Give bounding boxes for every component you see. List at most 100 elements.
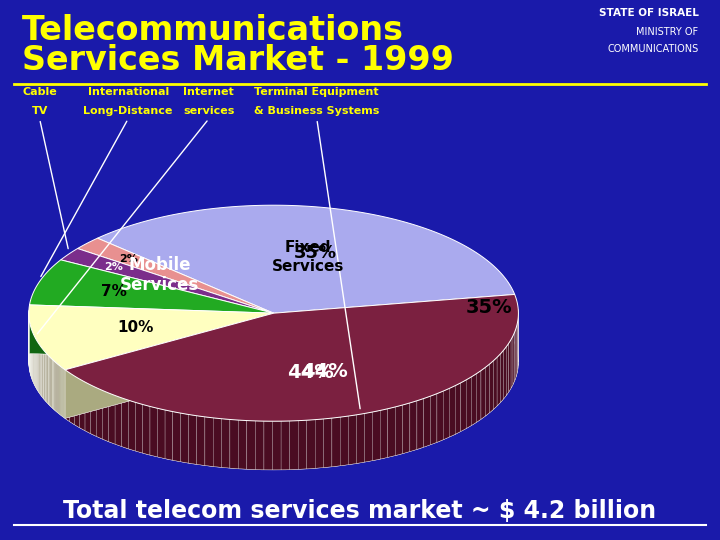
Polygon shape <box>461 380 466 431</box>
Polygon shape <box>173 411 181 462</box>
Polygon shape <box>181 413 189 463</box>
Polygon shape <box>402 403 410 454</box>
Polygon shape <box>315 419 323 468</box>
Text: 2%: 2% <box>104 262 123 272</box>
Polygon shape <box>78 238 274 313</box>
Polygon shape <box>500 350 503 402</box>
Polygon shape <box>511 336 513 388</box>
Polygon shape <box>65 313 274 418</box>
Polygon shape <box>256 421 264 470</box>
Polygon shape <box>517 321 518 373</box>
Polygon shape <box>307 420 315 469</box>
Polygon shape <box>485 364 490 416</box>
Polygon shape <box>272 421 281 470</box>
Text: services: services <box>183 106 235 116</box>
Polygon shape <box>85 382 91 434</box>
Polygon shape <box>30 305 274 362</box>
Polygon shape <box>341 416 348 465</box>
Polygon shape <box>481 367 485 419</box>
Text: 2%: 2% <box>119 254 138 264</box>
Text: 35%: 35% <box>294 244 337 262</box>
Polygon shape <box>493 357 497 409</box>
Polygon shape <box>30 260 274 313</box>
Polygon shape <box>264 421 272 470</box>
Polygon shape <box>75 376 80 428</box>
Polygon shape <box>213 418 222 467</box>
Polygon shape <box>51 359 52 408</box>
Text: Cable: Cable <box>22 87 57 97</box>
Polygon shape <box>516 325 517 377</box>
Polygon shape <box>150 407 158 457</box>
Text: 10%: 10% <box>117 320 154 335</box>
Polygon shape <box>56 363 58 413</box>
Polygon shape <box>30 305 274 362</box>
Polygon shape <box>122 398 129 449</box>
Polygon shape <box>109 393 115 444</box>
Polygon shape <box>64 369 65 419</box>
Polygon shape <box>513 332 515 384</box>
Polygon shape <box>96 388 102 439</box>
Polygon shape <box>55 362 56 411</box>
Polygon shape <box>197 416 205 465</box>
Polygon shape <box>417 399 424 449</box>
Polygon shape <box>135 402 143 453</box>
Polygon shape <box>497 354 500 406</box>
Polygon shape <box>91 385 96 436</box>
Text: Fixed: Fixed <box>284 240 331 255</box>
Polygon shape <box>515 328 516 381</box>
Polygon shape <box>58 364 59 414</box>
Polygon shape <box>380 409 388 459</box>
Text: STATE OF ISRAEL: STATE OF ISRAEL <box>598 8 698 18</box>
Polygon shape <box>52 359 53 409</box>
Polygon shape <box>70 373 75 424</box>
Polygon shape <box>189 415 197 464</box>
Polygon shape <box>205 417 213 467</box>
Polygon shape <box>49 356 50 406</box>
Text: Mobile: Mobile <box>128 256 191 274</box>
Polygon shape <box>247 421 256 469</box>
Polygon shape <box>80 379 85 431</box>
Polygon shape <box>102 390 109 442</box>
Polygon shape <box>490 361 493 413</box>
Polygon shape <box>46 353 47 402</box>
Text: Services: Services <box>120 276 199 294</box>
Polygon shape <box>47 354 48 403</box>
Text: MINISTRY OF: MINISTRY OF <box>636 27 698 37</box>
Text: & Business Systems: & Business Systems <box>254 106 379 116</box>
Text: 35%: 35% <box>466 298 513 318</box>
Polygon shape <box>61 367 62 416</box>
Text: Services Market - 1999: Services Market - 1999 <box>22 44 454 77</box>
Polygon shape <box>388 407 395 457</box>
Ellipse shape <box>29 254 518 470</box>
Polygon shape <box>395 405 402 456</box>
Polygon shape <box>472 374 477 426</box>
Polygon shape <box>298 420 307 469</box>
Polygon shape <box>449 386 455 437</box>
Polygon shape <box>348 415 356 464</box>
Text: Terminal Equipment: Terminal Equipment <box>254 87 379 97</box>
Polygon shape <box>65 313 274 418</box>
Polygon shape <box>332 417 341 467</box>
Polygon shape <box>509 340 511 392</box>
Text: International: International <box>88 87 168 97</box>
Polygon shape <box>129 400 135 451</box>
Polygon shape <box>506 343 509 395</box>
Polygon shape <box>503 347 506 399</box>
Polygon shape <box>455 383 461 434</box>
Text: TV: TV <box>32 106 48 116</box>
Polygon shape <box>50 357 51 407</box>
Polygon shape <box>60 248 274 313</box>
Polygon shape <box>53 360 54 409</box>
Polygon shape <box>48 355 49 404</box>
Polygon shape <box>60 366 61 415</box>
Polygon shape <box>158 408 165 458</box>
Polygon shape <box>372 410 380 461</box>
Polygon shape <box>63 368 64 417</box>
Polygon shape <box>238 420 247 469</box>
Polygon shape <box>65 294 518 421</box>
Polygon shape <box>444 388 449 440</box>
Polygon shape <box>364 412 372 462</box>
Polygon shape <box>323 418 332 468</box>
Text: COMMUNICATIONS: COMMUNICATIONS <box>607 44 698 55</box>
Text: Total telecom services market ~ $ 4.2 billion: Total telecom services market ~ $ 4.2 bi… <box>63 499 657 523</box>
